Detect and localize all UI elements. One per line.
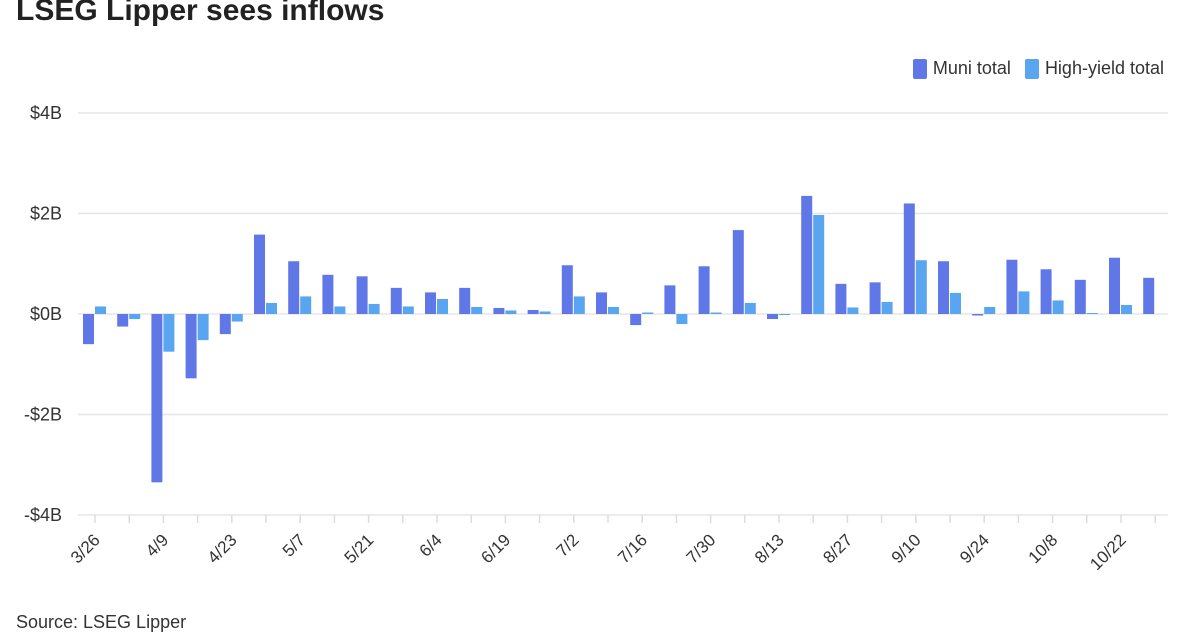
bar-high-yield [813, 215, 825, 314]
legend-label-muni: Muni total [932, 58, 1011, 78]
bar-muni [288, 261, 300, 314]
x-tick-label: 7/2 [552, 530, 582, 560]
bar-high-yield [539, 311, 551, 314]
bar-high-yield [1086, 312, 1098, 314]
bar-muni [117, 314, 129, 327]
bar-high-yield [334, 306, 346, 314]
bar-muni [1143, 277, 1155, 314]
bar-muni [767, 314, 778, 320]
bar-muni [1006, 259, 1018, 314]
y-tick-label: $0B [30, 304, 62, 324]
bar-muni [83, 314, 94, 345]
bar-muni [493, 307, 505, 314]
bar-muni [938, 261, 949, 314]
bar-high-yield [1052, 300, 1064, 314]
bar-muni [630, 314, 642, 326]
bar-high-yield [676, 314, 688, 325]
x-tick-label: 7/30 [683, 530, 720, 567]
bar-muni [527, 309, 539, 314]
bar-high-yield [437, 298, 448, 314]
x-tick-label: 9/24 [956, 530, 993, 567]
x-tick-label: 7/16 [614, 530, 651, 567]
y-tick-label: $4B [30, 103, 62, 123]
bar-high-yield [950, 292, 961, 314]
legend-item-high-yield: High-yield total [1024, 58, 1164, 79]
x-tick-label: 5/21 [341, 530, 378, 567]
bar-high-yield [779, 314, 790, 316]
bar-muni [869, 282, 881, 314]
bar-high-yield [1018, 291, 1030, 314]
bar-muni [425, 292, 436, 314]
bar-high-yield [197, 314, 209, 341]
bar-muni [698, 266, 710, 314]
bar-high-yield [231, 314, 243, 322]
bar-muni [1040, 269, 1052, 314]
x-tick-label: 8/27 [819, 530, 856, 567]
bar-muni [459, 287, 471, 314]
bar-muni [390, 287, 402, 314]
bar-high-yield [402, 306, 414, 314]
x-tick-label: 6/4 [416, 530, 446, 560]
bar-high-yield [163, 314, 175, 352]
bar-muni [972, 314, 984, 316]
bar-high-yield [881, 301, 893, 314]
bar-high-yield [710, 312, 722, 314]
x-tick-label: 10/8 [1025, 530, 1062, 567]
bar-high-yield [573, 296, 585, 314]
bar-muni [254, 234, 265, 314]
bar-high-yield [984, 306, 996, 314]
bar-muni [322, 274, 334, 314]
bar-muni [596, 292, 607, 314]
legend-swatch-muni [912, 58, 927, 79]
bar-muni [561, 265, 573, 314]
bar-high-yield [744, 302, 756, 314]
bar-high-yield [300, 296, 312, 314]
x-tick-label: 5/7 [279, 530, 309, 560]
bar-high-yield [129, 314, 141, 320]
bar-muni [151, 314, 163, 483]
x-tick-label: 9/10 [888, 530, 925, 567]
chart-title: LSEG Lipper sees inflows [16, 0, 385, 27]
bar-high-yield [95, 306, 106, 314]
bar-high-yield [642, 312, 654, 314]
bar-high-yield [368, 303, 380, 314]
bar-muni [1074, 279, 1086, 314]
x-tick-label: 4/9 [142, 530, 172, 560]
bar-muni [219, 314, 231, 335]
bar-muni [801, 195, 813, 314]
y-tick-label: $2B [30, 204, 62, 224]
source-note: Source: LSEG Lipper [16, 612, 187, 632]
x-tick-label: 3/26 [67, 530, 104, 567]
x-tick-label: 10/22 [1086, 530, 1130, 574]
bar-muni [732, 230, 744, 314]
bar-high-yield [915, 260, 927, 314]
bar-muni [664, 285, 676, 314]
bar-muni [835, 283, 847, 314]
bar-muni [903, 203, 915, 314]
bar-high-yield [505, 310, 517, 314]
x-tick-label: 6/19 [477, 530, 514, 567]
legend-label-high-yield: High-yield total [1044, 58, 1164, 78]
bar-muni [185, 314, 197, 379]
bar-muni [1109, 257, 1120, 314]
bar-muni [356, 276, 368, 314]
bar-high-yield [1121, 304, 1132, 314]
bar-high-yield [608, 306, 619, 314]
legend-item-muni: Muni total [912, 58, 1011, 79]
x-tick-label: 8/13 [751, 530, 788, 567]
legend-swatch-high-yield [1024, 58, 1039, 79]
y-tick-label: -$4B [24, 505, 62, 525]
bar-high-yield [847, 307, 859, 314]
bar-high-yield [471, 306, 483, 314]
x-tick-label: 4/23 [204, 530, 241, 567]
legend: Muni total High-yield total [912, 58, 1164, 79]
y-tick-label: -$2B [24, 405, 62, 425]
bar-high-yield [266, 302, 277, 314]
